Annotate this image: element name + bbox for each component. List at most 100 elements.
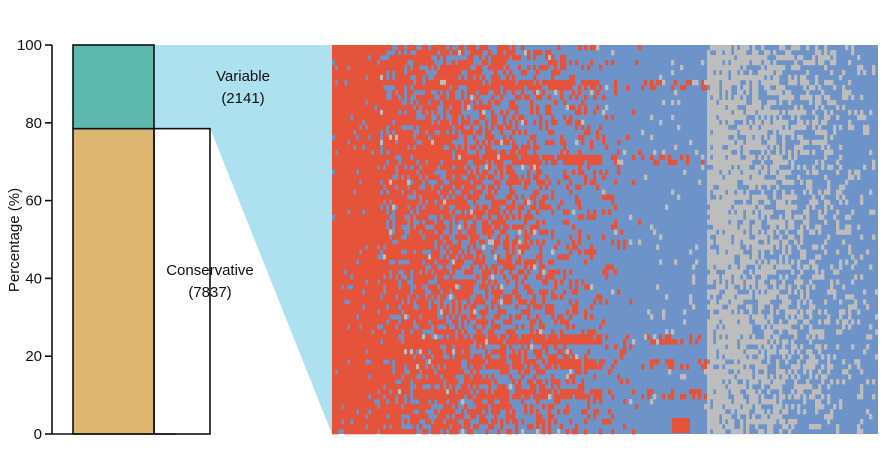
heatmap-cell xyxy=(581,119,585,126)
heatmap-cell xyxy=(707,94,711,101)
heatmap-cell xyxy=(380,309,402,315)
heatmap-cell xyxy=(500,399,510,405)
heatmap-cell xyxy=(458,389,471,395)
heatmap-cell xyxy=(452,319,459,325)
heatmap-cell xyxy=(731,409,735,415)
heatmap-cell xyxy=(746,304,753,310)
heatmap-cell xyxy=(401,304,414,310)
heatmap-cell xyxy=(449,354,453,360)
heatmap-cell xyxy=(389,319,399,325)
heatmap-cell xyxy=(707,194,711,200)
heatmap-cell xyxy=(602,209,606,215)
heatmap-cell xyxy=(410,224,414,230)
heatmap-cell xyxy=(506,214,510,220)
heatmap-cell xyxy=(632,339,636,345)
heatmap-cell xyxy=(425,184,432,190)
heatmap-cell xyxy=(533,199,537,205)
heatmap-cell xyxy=(401,284,411,290)
heatmap-cell xyxy=(500,354,507,360)
heatmap-cell xyxy=(500,369,510,375)
heatmap-cell xyxy=(866,304,870,310)
heatmap-cell xyxy=(716,279,720,285)
heatmap-cell xyxy=(719,99,747,106)
heatmap-cell xyxy=(398,139,417,146)
heatmap-cell xyxy=(503,89,507,96)
heatmap-cell xyxy=(860,199,864,205)
heatmap-cell xyxy=(809,314,813,320)
heatmap-cell xyxy=(830,59,837,66)
heatmap-cell xyxy=(812,244,819,250)
heatmap-cell xyxy=(806,224,810,230)
heatmap-cell xyxy=(428,269,432,275)
heatmap-cell xyxy=(725,364,744,370)
heatmap-cell xyxy=(779,429,783,435)
heatmap-cell xyxy=(494,99,501,106)
heatmap-cell xyxy=(707,409,726,415)
heatmap-cell xyxy=(767,359,771,365)
heatmap-cell xyxy=(764,59,771,66)
heatmap-cell xyxy=(551,379,561,385)
heatmap-cell xyxy=(812,204,816,210)
heatmap-cell xyxy=(554,89,558,96)
heatmap-cell xyxy=(863,69,867,76)
heatmap-cell xyxy=(791,389,795,395)
heatmap-cell xyxy=(602,174,606,180)
heatmap-cell xyxy=(545,349,549,355)
heatmap-cell xyxy=(758,204,765,210)
heatmap-cell xyxy=(443,204,450,210)
heatmap-cell xyxy=(572,379,576,385)
heatmap-cell xyxy=(617,289,621,295)
heatmap-cell xyxy=(398,399,405,405)
heatmap-cell xyxy=(332,329,372,335)
heatmap-cell xyxy=(623,239,627,245)
heatmap-cell xyxy=(572,324,576,330)
heatmap-cell xyxy=(731,209,735,215)
heatmap-cell xyxy=(419,219,423,225)
heatmap-cell xyxy=(707,89,720,96)
heatmap-cell xyxy=(434,269,450,275)
heatmap-cell xyxy=(806,284,810,290)
heatmap-cell xyxy=(581,99,585,106)
heatmap-cell xyxy=(497,234,501,240)
heatmap-cell xyxy=(428,284,438,290)
heatmap-cell xyxy=(560,89,564,96)
heatmap-cell xyxy=(500,94,504,101)
heatmap-cell xyxy=(557,204,561,210)
heatmap-cell xyxy=(494,169,498,175)
heatmap-cell xyxy=(446,419,459,425)
heatmap-cell xyxy=(692,304,696,310)
heatmap-cell xyxy=(443,184,453,190)
heatmap-cell xyxy=(782,109,786,116)
heatmap-cell xyxy=(410,349,414,355)
heatmap-cell xyxy=(332,239,393,245)
heatmap-cell xyxy=(857,224,861,230)
heatmap-cell xyxy=(707,329,714,335)
heatmap-cell xyxy=(470,49,483,56)
heatmap-cell xyxy=(500,109,504,116)
heatmap-cell xyxy=(710,309,714,315)
heatmap-cell xyxy=(836,189,843,195)
heatmap-cell xyxy=(776,339,780,345)
heatmap-cell xyxy=(770,144,774,151)
heatmap-cell xyxy=(332,384,384,390)
heatmap-cell xyxy=(413,424,417,430)
heatmap-cell xyxy=(413,289,426,295)
heatmap-cell xyxy=(548,394,552,400)
heatmap-cell xyxy=(728,89,732,96)
heatmap-cell xyxy=(779,99,783,106)
heatmap-cell xyxy=(395,74,411,81)
heatmap-cell xyxy=(407,364,417,370)
heatmap-cell xyxy=(752,254,759,260)
heatmap-cell xyxy=(569,284,573,290)
heatmap-cell xyxy=(617,164,621,170)
heatmap-cell xyxy=(662,79,666,86)
heatmap-cell xyxy=(473,134,477,141)
heatmap-cell xyxy=(539,319,543,325)
heatmap-cell xyxy=(602,269,609,275)
heatmap-cell xyxy=(407,45,417,51)
heatmap-cell xyxy=(428,159,441,165)
heatmap-cell xyxy=(389,134,393,141)
heatmap-cell xyxy=(830,409,834,415)
heatmap-cell xyxy=(803,394,807,400)
heatmap-cell xyxy=(725,229,744,235)
